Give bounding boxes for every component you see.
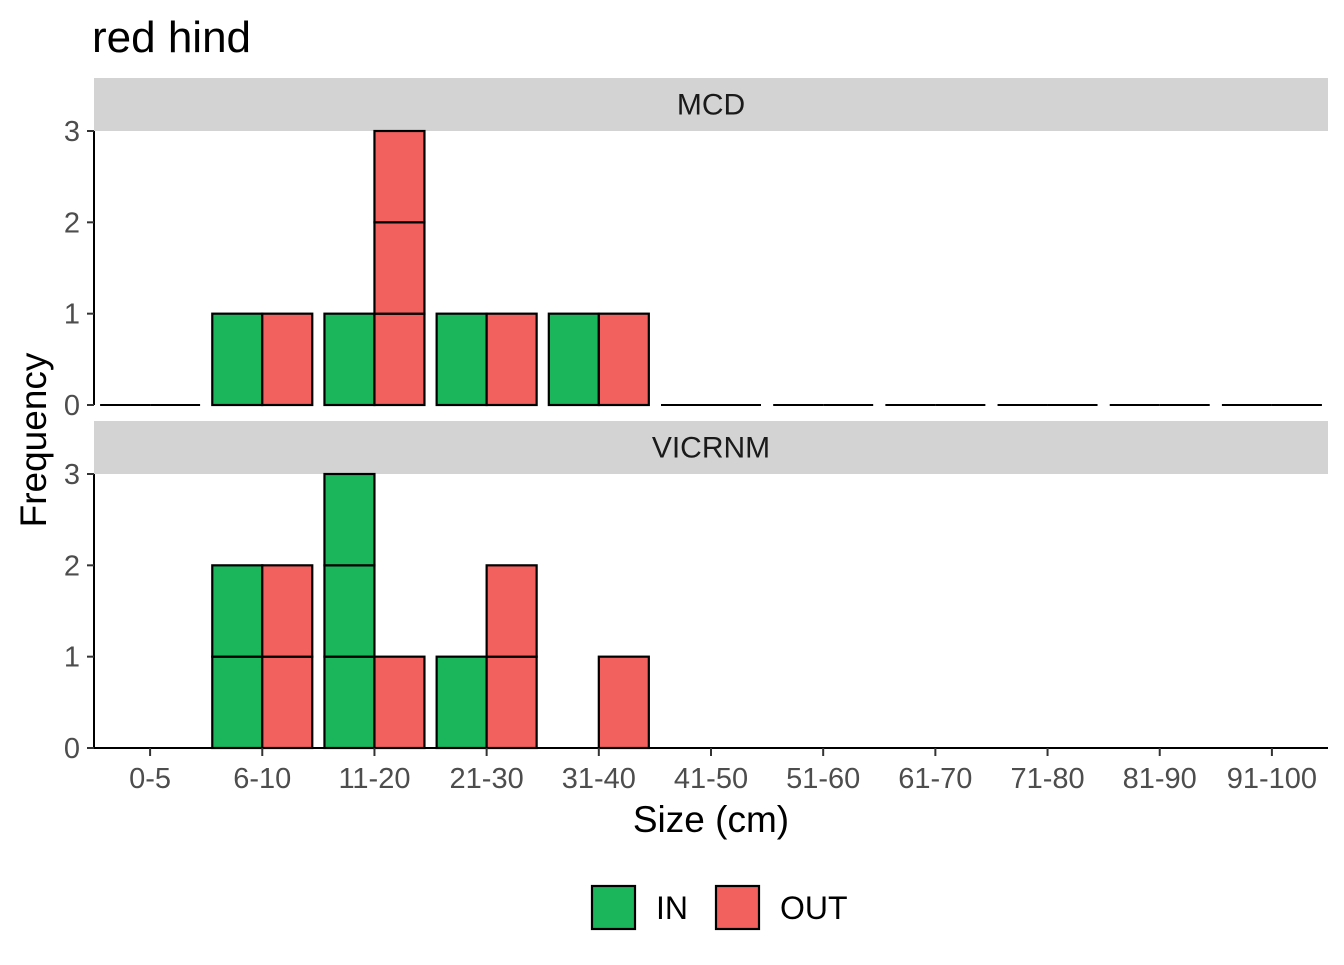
bar-in <box>211 564 264 658</box>
bar-in <box>547 312 600 407</box>
legend-label-out: OUT <box>780 890 848 926</box>
bar-out <box>373 129 426 224</box>
bar-in <box>323 472 376 567</box>
bar-in <box>323 655 376 750</box>
facet-panel-vicrnm: VICRNM 0 1 2 3 <box>64 421 1328 765</box>
bar-out <box>373 655 426 750</box>
x-tick-label: 0-5 <box>129 763 171 795</box>
facet-strip-label: VICRNM <box>652 432 770 465</box>
x-tick-label: 31-40 <box>562 763 636 795</box>
bar-out <box>261 564 314 658</box>
bar-out <box>261 655 314 750</box>
facet-strip <box>94 421 1328 474</box>
legend: IN OUT <box>590 884 848 931</box>
legend-key-in <box>590 884 637 931</box>
x-tick-label: 91-100 <box>1227 763 1317 795</box>
bar-in <box>435 312 488 407</box>
x-tick-label: 81-90 <box>1123 763 1197 795</box>
x-tick-label: 61-70 <box>898 763 972 795</box>
bar-in <box>211 655 264 750</box>
bar-out <box>373 221 426 315</box>
x-tick-label: 6-10 <box>233 763 291 795</box>
bar-in <box>435 655 488 750</box>
chart-title: red hind <box>92 13 251 62</box>
facet-strip <box>94 78 1328 131</box>
x-tick-label: 21-30 <box>450 763 524 795</box>
x-tick-label: 41-50 <box>674 763 748 795</box>
bar-out <box>485 655 538 750</box>
facet-panel-mcd: MCD 0 1 2 3 <box>64 78 1328 422</box>
bar-out <box>597 312 650 407</box>
bar-in <box>323 312 376 407</box>
facet-panels: MCD 0 1 2 3 VICRNM 0 1 2 3 <box>64 78 1328 765</box>
bar-out <box>261 312 314 407</box>
y-tick-label: 1 <box>64 642 80 674</box>
bar-out <box>597 655 650 750</box>
y-tick-label: 3 <box>64 459 80 491</box>
x-tick-label: 71-80 <box>1010 763 1084 795</box>
x-axis-title: Size (cm) <box>633 799 789 840</box>
legend-label-in: IN <box>656 890 688 926</box>
bar-out <box>373 312 426 407</box>
bar-in <box>211 312 264 407</box>
facet-strip-label: MCD <box>677 89 745 122</box>
y-tick-label: 0 <box>64 390 80 422</box>
x-axis: 0-5 6-10 11-20 21-30 31-40 41-50 51-60 61-70 71-… <box>94 747 1328 795</box>
legend-key-out <box>714 884 761 931</box>
x-tick-label: 51-60 <box>786 763 860 795</box>
x-tick-label: 11-20 <box>338 763 410 795</box>
y-tick-label: 0 <box>64 733 80 765</box>
y-axis-title: Frequency <box>13 352 54 527</box>
y-tick-label: 1 <box>64 299 80 331</box>
y-tick-label: 2 <box>64 550 80 582</box>
y-tick-label: 3 <box>64 116 80 148</box>
y-tick-label: 2 <box>64 207 80 239</box>
bar-out <box>485 312 538 407</box>
bar-in <box>323 564 376 658</box>
bar-out <box>485 564 538 658</box>
